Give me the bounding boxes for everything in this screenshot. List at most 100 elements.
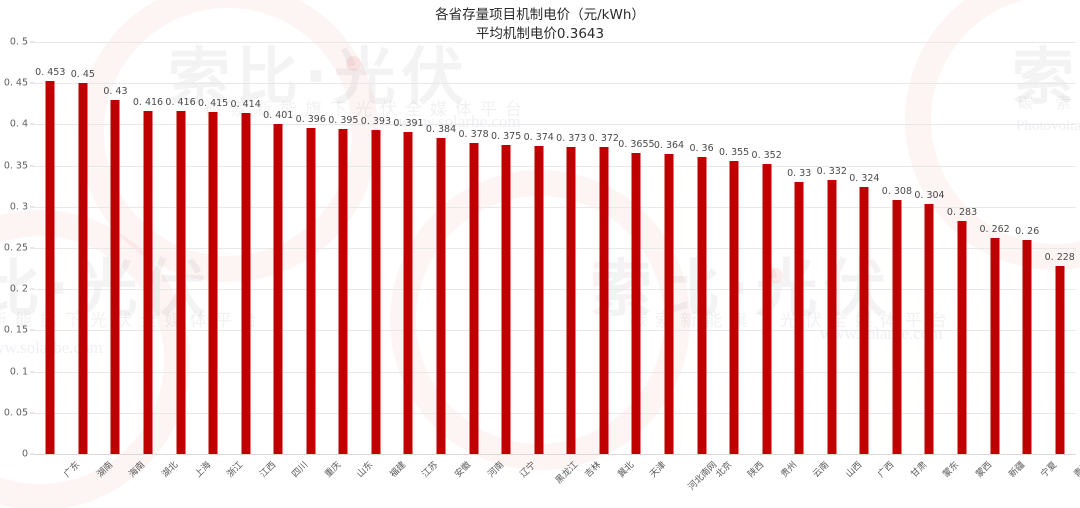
- bar-value-label: 0. 374: [523, 131, 554, 143]
- bar[interactable]: [176, 111, 186, 454]
- bar-group[interactable]: 0. 43: [99, 42, 132, 454]
- bar-group[interactable]: 0. 414: [229, 42, 262, 454]
- bar-group[interactable]: 0. 393: [360, 42, 393, 454]
- bar[interactable]: [78, 83, 88, 454]
- bar-group[interactable]: 0. 391: [392, 42, 425, 454]
- bar-group[interactable]: 0. 374: [522, 42, 555, 454]
- x-axis-tick-label: 山东: [355, 460, 376, 480]
- bar-group[interactable]: 0. 352: [750, 42, 783, 454]
- bar-group[interactable]: 0. 378: [457, 42, 490, 454]
- y-axis-tick-mark: [30, 165, 34, 167]
- bar-group[interactable]: 0. 332: [816, 42, 849, 454]
- bar-value-label: 0. 393: [360, 116, 392, 128]
- bar-value-label: 0. 3655: [618, 138, 655, 150]
- x-axis-tick-label: 山西: [844, 460, 864, 480]
- x-axis-tick-label: 福建: [388, 460, 409, 480]
- bar-group[interactable]: 0. 283: [946, 42, 979, 454]
- x-axis-tick-label: 河南: [485, 460, 506, 480]
- bar-value-label: 0. 352: [751, 149, 782, 161]
- bar-group[interactable]: 0. 262: [978, 42, 1011, 454]
- bar[interactable]: [534, 145, 544, 454]
- bar[interactable]: [664, 154, 674, 454]
- bar-value-label: 0. 373: [556, 132, 587, 144]
- gridline: [34, 124, 1076, 126]
- bar-group[interactable]: 0. 26: [1011, 42, 1044, 454]
- x-axis-tick-label: 黑龙江: [553, 460, 580, 487]
- bar[interactable]: [566, 146, 576, 454]
- x-axis-tick-label: 上海: [192, 460, 213, 480]
- x-axis-tick-label: 浙江: [225, 460, 246, 480]
- bar-group[interactable]: 0. 384: [425, 42, 458, 454]
- bar[interactable]: [436, 137, 446, 454]
- bar-group[interactable]: 0. 395: [327, 42, 360, 454]
- bar[interactable]: [892, 200, 902, 454]
- y-axis-tick-mark: [30, 206, 34, 208]
- bar-group[interactable]: 0. 33: [783, 42, 816, 454]
- bar-group[interactable]: 0. 45: [67, 42, 100, 454]
- bar[interactable]: [762, 163, 772, 454]
- bar[interactable]: [729, 161, 739, 454]
- bar-group[interactable]: 0. 364: [653, 42, 686, 454]
- y-axis-tick-mark: [30, 371, 34, 373]
- bar[interactable]: [469, 142, 479, 454]
- bar-value-label: 0. 415: [197, 98, 229, 110]
- x-axis-tick-label: 四川: [290, 460, 311, 480]
- bar-group[interactable]: 0. 308: [881, 42, 914, 454]
- bar[interactable]: [208, 112, 218, 454]
- bar[interactable]: [859, 187, 869, 454]
- bar-value-label: 0. 36: [689, 143, 714, 155]
- bar-value-label: 0. 45: [70, 69, 95, 81]
- y-axis-tick-mark: [30, 41, 34, 43]
- bar-group[interactable]: 0. 324: [848, 42, 881, 454]
- bar[interactable]: [990, 238, 1000, 454]
- bar-value-label: 0. 43: [103, 85, 128, 97]
- bar-group[interactable]: 0. 401: [262, 42, 295, 454]
- x-axis-tick-label: 海南: [127, 460, 148, 480]
- bar[interactable]: [1055, 266, 1065, 454]
- bar[interactable]: [306, 127, 316, 454]
- bar-group[interactable]: 0. 228: [1043, 42, 1076, 454]
- bar-group[interactable]: 0. 453: [34, 42, 67, 454]
- bar-value-label: 0. 384: [425, 123, 457, 135]
- y-axis-tick-label: 0. 35: [3, 160, 28, 172]
- bar-value-label: 0. 375: [491, 131, 522, 142]
- bar[interactable]: [794, 182, 804, 454]
- bar-group[interactable]: 0. 396: [295, 42, 328, 454]
- plot-area: 0 0. 05 0. 1 0. 15 0. 2 0. 25 0. 3 0. 35 0. 4 0. …: [4, 37, 1076, 460]
- bar-group[interactable]: 0. 304: [913, 42, 946, 454]
- bar[interactable]: [241, 112, 251, 454]
- bar-group[interactable]: 0. 416: [164, 42, 197, 454]
- bar-group[interactable]: 0. 375: [490, 42, 523, 454]
- bar-value-label: 0. 396: [295, 113, 326, 125]
- bar-value-label: 0. 332: [816, 166, 847, 178]
- bar-series: 0. 453 0. 45 0. 43 0. 416 0. 416 0. 415 0. 414…: [34, 42, 1076, 454]
- bar[interactable]: [697, 157, 707, 454]
- bar[interactable]: [403, 131, 413, 454]
- bar-value-label: 0. 324: [849, 173, 880, 185]
- bar[interactable]: [338, 128, 348, 454]
- bar[interactable]: [957, 220, 967, 454]
- y-axis-tick-label: 0. 15: [3, 324, 28, 336]
- bar[interactable]: [143, 111, 153, 454]
- bar[interactable]: [110, 99, 120, 454]
- bar-group[interactable]: 0. 36: [685, 42, 718, 454]
- bar-group[interactable]: 0. 372: [588, 42, 621, 454]
- bar[interactable]: [45, 80, 55, 454]
- x-axis-tick-label: 甘肃: [909, 460, 930, 480]
- bar[interactable]: [599, 147, 609, 454]
- y-axis-tick-label: 0: [21, 448, 28, 460]
- bar[interactable]: [631, 152, 641, 454]
- bar[interactable]: [501, 145, 511, 454]
- bar[interactable]: [1022, 239, 1032, 454]
- y-axis-tick-label: 0. 5: [9, 36, 28, 48]
- bar[interactable]: [924, 203, 934, 454]
- bar[interactable]: [273, 123, 283, 454]
- bar-group[interactable]: 0. 416: [132, 42, 165, 454]
- bar-group[interactable]: 0. 415: [197, 42, 230, 454]
- bar-group[interactable]: 0. 3655: [618, 42, 655, 454]
- bar[interactable]: [371, 130, 381, 454]
- bar-group[interactable]: 0. 355: [718, 42, 751, 454]
- bar-group[interactable]: 0. 373: [555, 42, 588, 454]
- bar[interactable]: [827, 180, 837, 454]
